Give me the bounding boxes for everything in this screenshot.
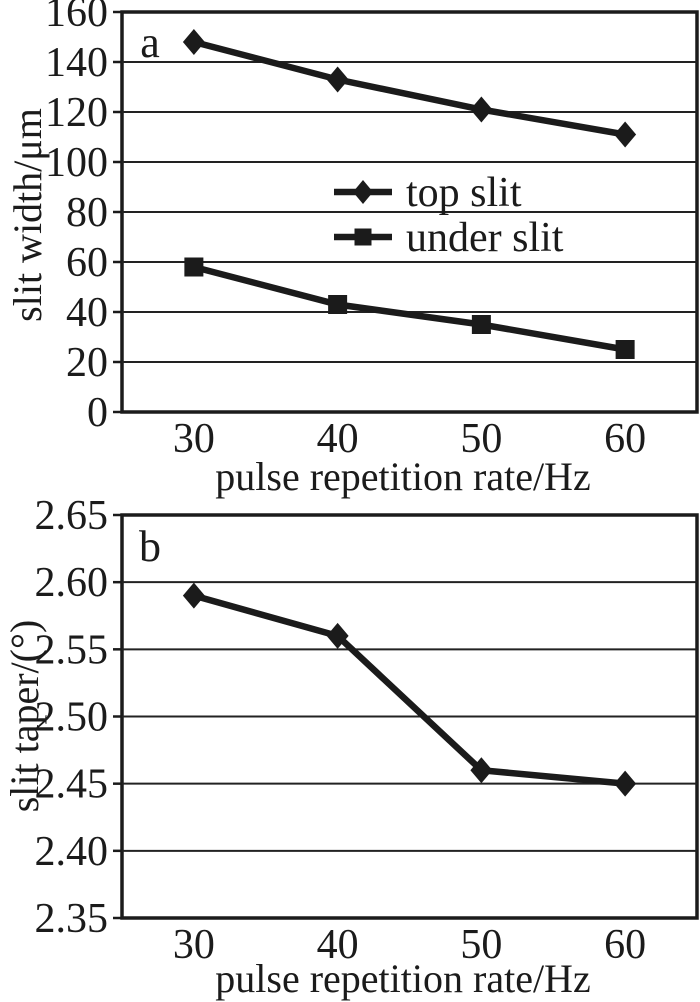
- chart-a-series-marker-under-slit: [184, 257, 204, 277]
- chart-b-panel-label: b: [139, 522, 161, 571]
- chart-a-y-tick-label: 20: [66, 340, 108, 386]
- chart-b-y-tick-label: 2.60: [35, 560, 109, 606]
- chart-a-y-tick-label: 0: [87, 390, 108, 436]
- chart-a-y-tick-label: 80: [66, 190, 108, 236]
- chart-a-series-marker-under-slit: [328, 295, 348, 314]
- chart-b-x-axis-title: pulse repetition rate/Hz: [215, 956, 591, 1001]
- chart-b-y-tick-label: 2.40: [35, 829, 109, 875]
- chart-b-x-tick-label: 60: [604, 922, 646, 968]
- chart-a-legend-label-top-slit: top slit: [406, 170, 522, 216]
- chart-a-series-marker-top-slit: [614, 121, 637, 148]
- chart-b-y-tick-label: 2.35: [35, 896, 109, 942]
- chart-a-x-tick-label: 40: [317, 416, 359, 462]
- chart-a-y-tick-label: 140: [45, 40, 108, 86]
- chart-a-y-tick-label: 160: [45, 0, 108, 36]
- chart-b-y-tick-label: 2.65: [35, 493, 109, 539]
- chart-a-panel-label: a: [140, 18, 160, 67]
- chart-b-series-marker-slit-taper: [182, 582, 205, 609]
- chart-b-y-tick-label: 2.55: [35, 627, 109, 673]
- chart-b-series-marker-slit-taper: [326, 622, 349, 649]
- chart-a-x-axis-title: pulse repetition rate/Hz: [215, 454, 591, 499]
- chart-b-y-tick-label: 2.50: [35, 695, 109, 741]
- chart-b-x-tick-label: 40: [317, 922, 359, 968]
- chart-b-series-line-slit-taper: [192, 592, 626, 787]
- chart-b-y-tick-label: 2.45: [35, 762, 109, 808]
- chart-b-series-marker-slit-taper: [614, 770, 637, 797]
- chart-a-x-tick-label: 50: [460, 416, 502, 462]
- chart-b-x-tick-label: 30: [173, 922, 215, 968]
- chart-a-series-marker-top-slit: [326, 66, 349, 93]
- chart-b-x-tick-label: 50: [460, 922, 502, 968]
- chart-a-series-line-top-slit: [193, 38, 626, 138]
- chart-b-y-axis-title: slit taper/(°): [2, 619, 47, 813]
- chart-a-y-tick-label: 40: [66, 290, 108, 336]
- chart-a-y-tick-label: 60: [66, 240, 108, 286]
- chart-a-series-marker-top-slit: [182, 29, 205, 55]
- chart-a-series-line-under-slit: [193, 263, 626, 353]
- chart-a-legend-marker-top-slit: [353, 180, 373, 204]
- chart-a-x-tick-label: 60: [604, 416, 646, 462]
- chart-a-y-axis-title: slit width/μm: [5, 108, 50, 322]
- chart-a-y-tick-label: 120: [45, 90, 108, 136]
- chart-a-legend-label-under-slit: under slit: [406, 215, 564, 261]
- chart-a-y-tick-label: 100: [45, 140, 108, 186]
- chart-a-x-tick-label: 30: [173, 416, 215, 462]
- chart-a-series-marker-top-slit: [470, 96, 493, 123]
- chart-a-series-marker-under-slit: [615, 340, 635, 359]
- chart-b-series-marker-slit-taper: [470, 757, 493, 784]
- chart-a-legend-marker-under-slit: [354, 228, 372, 246]
- chart-a-series-marker-under-slit: [471, 315, 491, 334]
